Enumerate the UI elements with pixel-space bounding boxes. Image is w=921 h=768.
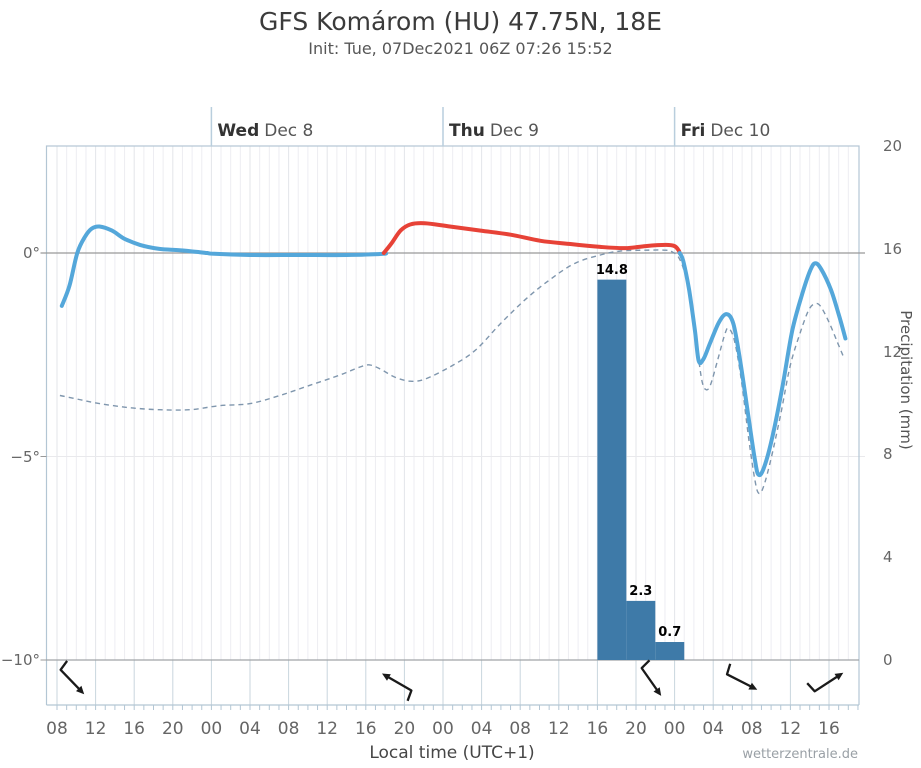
wind-arrow [725, 663, 755, 689]
hour-label: 12 [84, 719, 107, 739]
right-axis-tick-label: 20 [883, 137, 903, 155]
x-axis-title: Local time (UTC+1) [369, 743, 535, 763]
chart-title: GFS Komárom (HU) 47.75N, 18E [259, 7, 662, 36]
hour-label: 08 [277, 719, 300, 739]
hour-label: 00 [432, 719, 454, 739]
chart-subtitle: Init: Tue, 07Dec2021 06Z 07:26 15:52 [308, 39, 613, 58]
precip-bar [655, 642, 685, 660]
precip-bar-value: 0.7 [658, 625, 682, 640]
hour-label: 20 [625, 719, 647, 739]
hour-label: 00 [200, 719, 223, 739]
hour-label: 20 [161, 719, 184, 739]
precip-bar [626, 600, 656, 660]
day-date: Dec 9 [489, 121, 539, 141]
right-axis-tick-label: 0 [883, 651, 893, 669]
hour-label: 16 [123, 719, 146, 739]
left-axis-tick-label: −10° [0, 651, 40, 669]
right-axis-tick-label: 8 [883, 445, 893, 464]
hour-label: 04 [239, 719, 261, 739]
hour-label: 04 [470, 719, 493, 739]
day-date: Dec 10 [710, 121, 771, 141]
precip-bar-value: 2.3 [629, 583, 653, 599]
right-axis-tick-label: 12 [883, 342, 903, 361]
day-label: Thu Dec 9 [449, 121, 539, 141]
precip-bar [597, 279, 627, 660]
hour-label: 16 [586, 719, 609, 739]
wind-arrow [59, 660, 83, 693]
left-axis-tick-label: −5° [10, 447, 40, 466]
hour-label: 12 [316, 719, 339, 739]
wind-arrow-head [653, 687, 662, 696]
hour-label: 20 [393, 719, 416, 739]
day-date: Dec 8 [264, 121, 314, 141]
hour-label: 08 [740, 719, 763, 739]
hour-label: 16 [818, 719, 840, 739]
dewpoint-line [59, 249, 845, 495]
temperature-line-below-zero [677, 251, 848, 478]
right-axis-title: Precipitation (mm) [897, 310, 915, 450]
day-label: Wed Dec 8 [217, 121, 313, 141]
right-axis-tick-label: 16 [883, 239, 903, 258]
hour-label: 04 [702, 719, 725, 739]
watermark: wetterzentrale.de [742, 747, 858, 762]
temperature-line-above-zero [381, 221, 682, 255]
day-label: Fri Dec 10 [681, 121, 771, 141]
hour-label: 00 [663, 719, 686, 739]
hour-label: 08 [46, 719, 68, 739]
temperature-line-below-zero [59, 224, 210, 308]
wind-arrow-head [834, 672, 844, 681]
wind-arrow-head [382, 673, 391, 681]
day-name: Wed [217, 121, 260, 141]
wind-arrow [384, 674, 413, 702]
hour-label: 12 [547, 719, 570, 739]
wind-arrow [640, 659, 660, 694]
precip-bar-value: 14.8 [595, 262, 628, 278]
right-axis-tick-label: 4 [883, 548, 893, 567]
hour-label: 12 [779, 719, 802, 739]
left-axis-tick-label: 0° [22, 244, 40, 262]
wind-arrow-head [748, 682, 758, 690]
hour-label: 08 [509, 719, 532, 739]
wind-arrow [806, 673, 841, 693]
hour-label: 16 [354, 719, 377, 739]
day-name: Thu [449, 121, 485, 141]
day-name: Fri [680, 121, 706, 141]
wind-arrow-head [76, 685, 85, 695]
temperature-line-below-zero [205, 251, 389, 258]
